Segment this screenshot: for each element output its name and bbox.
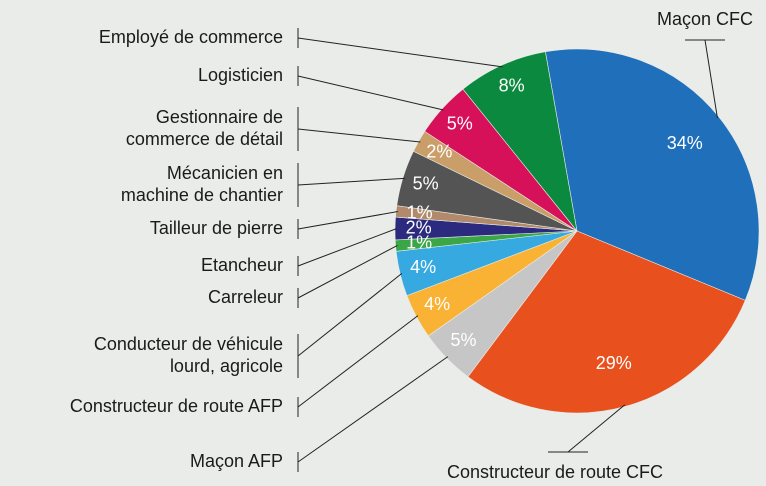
leader-line: [297, 228, 398, 267]
pie-slice: [462, 51, 578, 232]
pie-slice: [545, 48, 760, 301]
leader-line: [297, 356, 449, 463]
value-label: 2%: [406, 218, 432, 238]
value-label: 8%: [499, 76, 525, 96]
value-label: 1%: [406, 232, 432, 252]
value-label: 34%: [667, 133, 703, 153]
category-label: Carreleur: [208, 287, 283, 307]
category-label: Etancheur: [201, 255, 283, 275]
value-label: 1%: [407, 203, 433, 223]
leader-line: [297, 75, 444, 111]
value-label: 2%: [426, 142, 452, 162]
category-label: Constructeur de route AFP: [70, 396, 283, 416]
leader-line: [704, 39, 718, 119]
value-label: 5%: [447, 113, 473, 133]
category-label: Gestionnaire de commerce de détail: [126, 107, 283, 149]
leader-line: [297, 245, 398, 299]
category-label: Constructeur de route CFC: [447, 462, 663, 482]
category-label: Mécanicien en machine de chantier: [121, 163, 283, 205]
category-label: Tailleur de pierre: [150, 218, 283, 238]
leader-line: [297, 128, 421, 143]
value-label: 29%: [596, 353, 632, 373]
category-label: Employé de commerce: [99, 27, 283, 47]
leader-line: [297, 177, 405, 186]
leader-line: [567, 404, 626, 453]
category-label: Maçon CFC: [657, 9, 753, 29]
leader-line: [297, 211, 398, 230]
category-label: Maçon AFP: [190, 451, 283, 471]
value-label: 5%: [413, 173, 439, 193]
leader-line: [297, 37, 503, 68]
leader-line: [297, 272, 403, 357]
value-label: 5%: [450, 330, 476, 350]
value-label: 4%: [410, 257, 436, 277]
category-label: Conducteur de véhicule lourd, agricole: [94, 334, 283, 376]
leader-line: [297, 315, 419, 408]
value-label: 4%: [424, 294, 450, 314]
category-label: Logisticien: [198, 65, 283, 85]
pie-slice: [467, 230, 746, 414]
